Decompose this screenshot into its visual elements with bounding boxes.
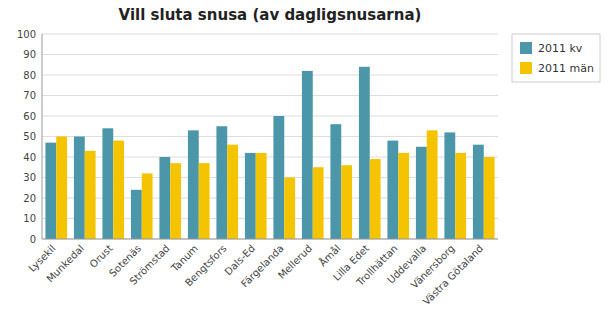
bar xyxy=(131,190,142,239)
y-tick-label: 30 xyxy=(23,172,36,183)
bar xyxy=(473,145,484,239)
bar xyxy=(216,126,227,239)
y-tick-label: 70 xyxy=(23,90,36,101)
bar xyxy=(455,153,466,239)
x-tick-label: Mellerud xyxy=(276,243,314,281)
bar xyxy=(45,143,56,239)
bar xyxy=(330,124,341,239)
bar xyxy=(142,173,153,239)
y-tick-label: 40 xyxy=(23,152,36,163)
legend-label: 2011 kv xyxy=(538,42,583,55)
bar xyxy=(159,157,170,239)
bar xyxy=(484,157,495,239)
grid-line xyxy=(42,75,498,76)
bar xyxy=(387,141,398,239)
title: Vill sluta snusa (av dagligsnusarna) xyxy=(119,6,422,24)
bar xyxy=(256,153,267,239)
bar xyxy=(313,167,324,239)
x-tick-label: Orust xyxy=(87,243,114,270)
legend: 2011 kv 2011 män xyxy=(512,34,600,82)
y-axis-line xyxy=(42,34,43,239)
bar xyxy=(56,137,67,240)
bars xyxy=(45,67,494,239)
bar xyxy=(302,71,313,239)
x-tick-label: Bengtsfors xyxy=(183,243,229,289)
bar xyxy=(245,153,256,239)
legend-label: 2011 män xyxy=(538,62,594,75)
legend-swatch xyxy=(520,42,532,54)
grid-line xyxy=(42,116,498,117)
legend-box xyxy=(512,34,600,82)
y-tick-label: 50 xyxy=(23,131,36,142)
y-tick-label: 90 xyxy=(23,49,36,60)
bar xyxy=(74,137,85,240)
bar xyxy=(227,145,238,239)
bar xyxy=(273,116,284,239)
x-tick-label: Strömstad xyxy=(127,243,171,287)
bar xyxy=(427,130,438,239)
bar xyxy=(113,141,124,239)
grid-line xyxy=(42,54,498,55)
x-tick-label: Färgelanda xyxy=(239,243,286,290)
x-tick-label: Munkedal xyxy=(44,243,86,285)
bar xyxy=(398,153,409,239)
bar xyxy=(416,147,427,239)
x-tick-label: Västra Götaland xyxy=(421,243,486,308)
y-tick-label: 10 xyxy=(23,213,36,224)
y-tick-label: 100 xyxy=(17,29,36,40)
grid-line xyxy=(42,34,498,35)
grid xyxy=(42,34,498,239)
bar xyxy=(284,178,295,240)
y-tick-label: 80 xyxy=(23,70,36,81)
legend-swatch xyxy=(520,62,532,74)
bar xyxy=(170,163,181,239)
bar xyxy=(85,151,96,239)
bar xyxy=(188,130,199,239)
grid-line xyxy=(42,239,498,240)
y-tick-label: 0 xyxy=(30,234,36,245)
bar xyxy=(102,128,113,239)
bar xyxy=(199,163,210,239)
chart: Vill sluta snusa (av dagligsnusarna) 0 10 2… xyxy=(0,0,610,313)
y-tick-label: 20 xyxy=(23,193,36,204)
grid-line xyxy=(42,95,498,96)
y-tick-label: 60 xyxy=(23,111,36,122)
bar xyxy=(444,132,455,239)
bar xyxy=(370,159,381,239)
x-tick-label: Åmål xyxy=(316,242,343,269)
bar xyxy=(359,67,370,239)
x-axis-line xyxy=(42,239,498,240)
bar xyxy=(341,165,352,239)
